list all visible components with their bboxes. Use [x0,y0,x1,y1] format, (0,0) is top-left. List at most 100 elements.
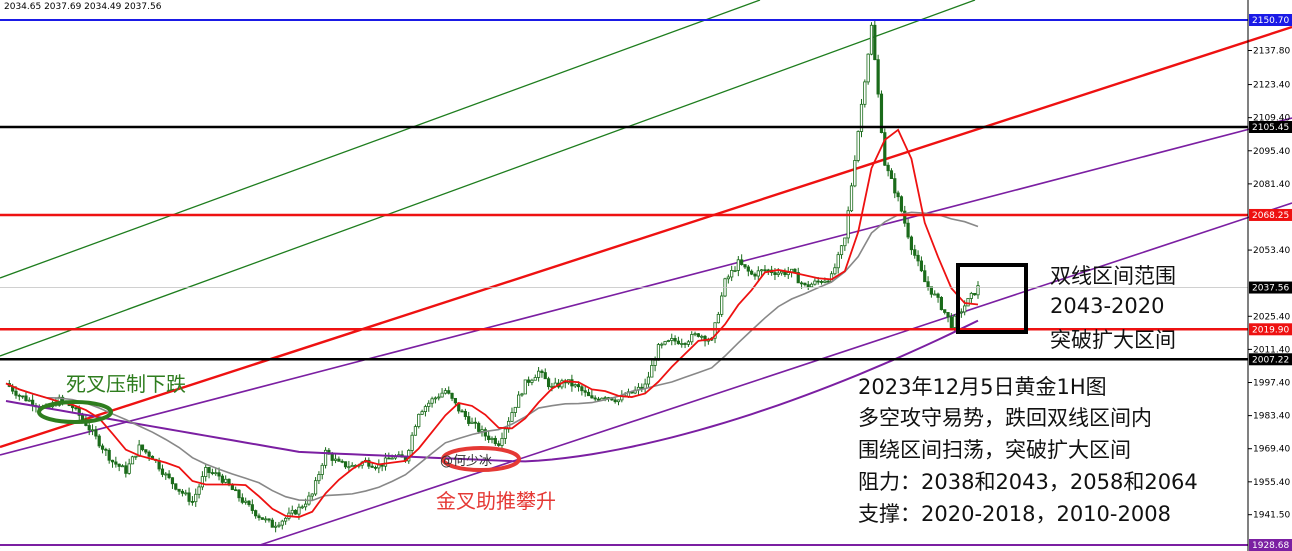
candle-body [427,402,431,407]
candle-body [923,270,927,283]
candle-body [886,164,890,172]
death-cross-circle [37,400,113,424]
candle-body [410,434,414,451]
candle-body [463,411,467,417]
annotation-marks: @何少冰 [37,263,1028,472]
candle-body [147,451,151,457]
tick-label: 2053.40 [1253,246,1290,256]
candle-body [104,448,108,451]
candle-body [180,490,185,494]
price-tag-label: 2019.90 [1252,325,1289,335]
candle-body [839,245,844,256]
golden-cross-label: 金叉助推攀升 [436,489,556,513]
ma-purple [5,319,979,463]
candle-body [813,280,817,285]
tick-label: 1955.40 [1253,478,1290,488]
candle-body [780,271,784,274]
candle-body [916,254,920,262]
candle-body [896,192,900,198]
candle-body [330,453,334,461]
candle-body [969,292,973,299]
candle-body [743,264,747,268]
candle-body [190,501,195,503]
candle-body [270,519,274,528]
candle-body [826,280,830,283]
price-tag: 2068.25 [1249,208,1292,221]
candle-body [943,309,947,313]
candle-body [117,463,121,467]
candle-body [926,281,930,288]
candle-body [413,426,418,436]
candle-body [74,407,78,410]
candle-body [24,395,28,402]
candle-body [530,379,534,383]
candle-body [959,311,963,314]
candle-body [906,222,910,238]
candle-body [237,489,241,499]
candle-body [696,333,700,337]
candle-body [473,421,477,424]
candle-body [540,370,544,373]
candle-body [114,461,118,465]
price-axis: 1941.50 1955.40 1969.40 1983.40 1997.40 2011.… [1247,0,1292,551]
candle-body [613,399,617,403]
ma-gray [5,211,979,502]
tick-label: 2011.40 [1253,345,1290,355]
range-box [956,263,1028,334]
candle-body [250,504,254,511]
candle-body [730,270,734,278]
candle-body [760,269,764,272]
price-tag-label: 2037.56 [1252,284,1289,294]
candle-body [244,500,248,503]
candle-body [517,394,521,408]
candle-body [90,429,95,432]
candle-body [510,412,514,422]
candle-body [670,338,674,341]
candle-body [686,341,690,345]
candle-body [700,335,704,338]
candle-body [740,259,744,265]
candle-body [823,280,827,283]
price-tag-bg [1249,353,1292,366]
candle-body [513,406,517,413]
candle-body [313,480,318,495]
price-tag-label: 1928.68 [1252,541,1289,551]
candle-body [666,340,671,342]
candle-body [663,341,667,345]
candle-body [17,394,21,397]
candle-body [127,463,131,474]
candle-body [377,464,381,469]
candle-body [876,59,880,95]
candle-body [883,132,887,166]
candle-body [94,429,98,437]
price-tag-bg [1249,14,1292,26]
candle-body [846,210,850,239]
candle-body [317,474,321,482]
candle-body [107,449,111,461]
candle-body [347,466,351,469]
price-tag: 2150.70 [1249,14,1292,26]
candle-body [650,365,654,378]
candle-body [673,338,677,342]
candle-body [966,298,970,307]
death-cross-label: 死叉压制下跌 [66,372,186,396]
price-tag-label: 2007.22 [1252,355,1289,365]
candle-body [493,437,497,445]
candle-body [470,421,474,424]
price-tag: 2019.90 [1249,323,1292,336]
candle-body [340,460,344,463]
candle-body [450,392,454,399]
ohlc-readout: 2034.65 2037.69 2034.49 2037.56 [4,2,162,12]
candle-body [546,378,551,388]
candle-body [973,292,977,296]
candle-body [433,397,438,400]
candle-body [290,509,294,514]
analysis-line1: 多空攻守易势，跌回双线区间内 [858,406,1152,430]
candle-body [736,259,740,271]
candle-body [746,266,750,272]
candle-body [593,397,597,400]
candle-body [483,429,487,437]
candle-body [750,270,754,275]
tick-label: 2095.40 [1253,147,1290,157]
